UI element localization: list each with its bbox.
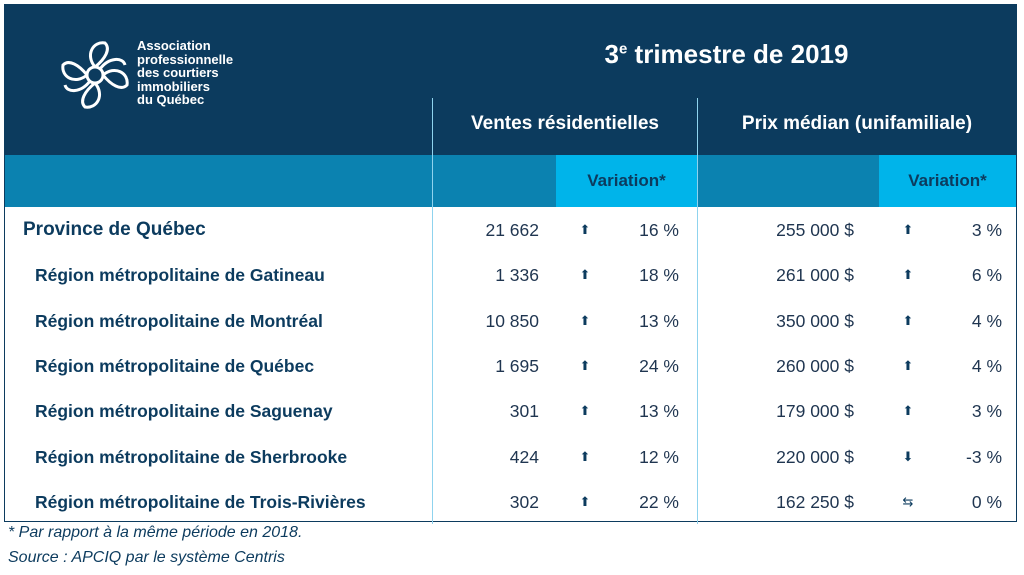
region-name: Région métropolitaine de Sherbrooke [35, 446, 348, 467]
sales-up-arrow-icon: ⬆ [579, 357, 591, 373]
table-row: Région métropolitaine de Gatineau 1 336 ⬆ 1… [5, 253, 1016, 297]
table-row: Région métropolitaine de Montréal 10 850 ⬆… [5, 299, 1016, 343]
price-value: 260 000 $ [776, 355, 854, 376]
price-value: 261 000 $ [776, 265, 854, 286]
footnote: * Par rapport à la même période en 2018. [8, 524, 303, 541]
source-note: Source : APCIQ par le système Centris [8, 549, 285, 566]
sales-value: 301 [509, 401, 539, 422]
sales-up-arrow-icon: ⬆ [579, 267, 591, 283]
price-variation: 6 % [971, 265, 1002, 286]
region-name: Région métropolitaine de Montréal [35, 310, 323, 331]
table-row: Région métropolitaine de Trois-Rivières 3… [5, 480, 1016, 524]
region-name: Province de Québec [23, 219, 206, 240]
table-row: Province de Québec 21 662 ⬆ 16 % 255 000 $ ⬆ 3… [5, 208, 1016, 252]
price-up-arrow-icon: ⬆ [902, 357, 914, 373]
sales-value: 424 [509, 446, 539, 467]
page-title: 3e trimestre de 2019 [435, 39, 1018, 70]
sales-value: 1 695 [495, 355, 539, 376]
column-divider [432, 98, 433, 524]
sales-up-arrow-icon: ⬆ [579, 312, 591, 328]
region-name: Région métropolitaine de Saguenay [35, 401, 333, 422]
region-name: Région métropolitaine de Trois-Rivières [35, 491, 366, 512]
price-up-arrow-icon: ⬆ [902, 222, 914, 237]
sales-up-arrow-icon: ⬆ [579, 222, 591, 237]
price-up-arrow-icon: ⬆ [902, 267, 914, 283]
table-row: Région métropolitaine de Sherbrooke 424 ⬆ 1… [5, 435, 1016, 479]
sales-value: 21 662 [485, 220, 539, 240]
table-row: Région métropolitaine de Saguenay 301 ⬆ 13 … [5, 389, 1016, 433]
sales-value: 302 [509, 491, 539, 512]
price-variation: -3 % [966, 446, 1002, 467]
price-variation: 3 % [971, 220, 1002, 240]
sales-variation: 13 % [639, 310, 679, 331]
price-value: 350 000 $ [776, 310, 854, 331]
price-stable-arrows-icon: ⇆ [902, 493, 914, 509]
sales-variation: 24 % [639, 355, 679, 376]
sales-up-arrow-icon: ⬆ [579, 448, 591, 464]
sales-column-header: Ventes résidentielles [471, 113, 659, 134]
price-variation: 4 % [971, 310, 1002, 331]
price-down-arrow-icon: ⬇ [902, 448, 914, 464]
price-value: 255 000 $ [776, 220, 854, 240]
price-column-header: Prix médian (unifamiliale) [741, 113, 973, 134]
sales-variation: 18 % [639, 265, 679, 286]
table-row: Région métropolitaine de Québec 1 695 ⬆ 24 … [5, 344, 1016, 388]
org-name: Association professionnelle des courtier… [137, 38, 234, 107]
subheader-band [5, 155, 1016, 207]
price-value: 162 250 $ [776, 491, 854, 512]
sales-variation: 22 % [639, 491, 679, 512]
column-divider [697, 98, 698, 524]
region-name: Région métropolitaine de Gatineau [35, 265, 325, 286]
title-number: 3 [604, 39, 619, 69]
sales-variation: 13 % [639, 401, 679, 422]
apciq-logo-icon [61, 41, 129, 109]
header-band [5, 5, 1016, 155]
price-value: 179 000 $ [776, 401, 854, 422]
sales-variation-header: Variation* [556, 155, 697, 207]
price-variation: 3 % [971, 401, 1002, 422]
price-value: 220 000 $ [776, 446, 854, 467]
price-up-arrow-icon: ⬆ [902, 403, 914, 419]
price-variation-header: Variation* [879, 155, 1016, 207]
title-text: trimestre de 2019 [627, 39, 849, 69]
sales-value: 1 336 [495, 265, 539, 286]
sales-up-arrow-icon: ⬆ [579, 403, 591, 419]
sales-variation: 12 % [639, 446, 679, 467]
region-name: Région métropolitaine de Québec [35, 355, 315, 376]
price-variation: 4 % [971, 355, 1002, 376]
sales-variation: 16 % [639, 220, 679, 240]
sales-up-arrow-icon: ⬆ [579, 493, 591, 509]
price-variation: 0 % [971, 491, 1002, 512]
title-superscript: e [618, 40, 628, 58]
sales-value: 10 850 [485, 310, 539, 331]
stats-table: Association professionnelle des courtier… [4, 4, 1018, 524]
price-up-arrow-icon: ⬆ [902, 312, 914, 328]
